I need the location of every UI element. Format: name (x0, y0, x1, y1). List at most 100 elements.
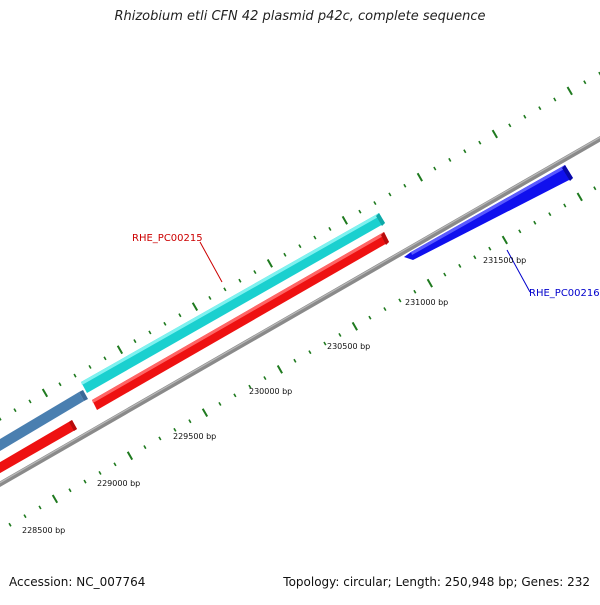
outer-tick (463, 149, 467, 154)
outer-tick (58, 382, 62, 387)
outer-tick (508, 123, 512, 128)
scale-label-231000: 231000 bp (405, 298, 448, 307)
inner-tick (83, 479, 87, 484)
outer-tick (388, 192, 392, 197)
outer-tick (553, 97, 557, 102)
inner-tick (443, 272, 447, 277)
outer-tick (73, 373, 77, 378)
outer-tick (373, 201, 377, 206)
inner-tick (276, 365, 283, 374)
outer-tick (238, 278, 242, 283)
inner-tick (38, 505, 42, 510)
topology-summary: Topology: circular; Length: 250,948 bp; … (283, 575, 590, 589)
feature-steelblue[interactable] (0, 390, 88, 451)
inner-tick (218, 401, 222, 406)
inner-tick (248, 384, 252, 389)
scale-label-228500: 228500 bp (22, 526, 65, 535)
outer-tick-row (0, 71, 600, 421)
inner-tick (383, 307, 387, 312)
outer-tick (328, 226, 332, 231)
inner-tick (113, 462, 117, 467)
inner-tick-row (8, 186, 597, 527)
outer-tick (448, 157, 452, 162)
inner-tick (338, 332, 342, 337)
inner-tick (126, 451, 134, 461)
inner-tick (188, 419, 192, 424)
outer-tick (191, 302, 199, 311)
outer-tick (266, 259, 273, 268)
inner-tick (518, 229, 522, 234)
inner-tick (23, 514, 27, 519)
gene-label-rhe-pc00215[interactable]: RHE_PC00215 (132, 233, 203, 244)
feature-red-rhe-pc00215[interactable] (92, 232, 389, 410)
outer-tick (178, 313, 182, 318)
inner-tick (173, 427, 177, 432)
outer-tick (313, 235, 317, 240)
feature-blue-rhe-pc00216[interactable] (404, 165, 573, 260)
inner-tick (323, 341, 327, 346)
outer-tick (0, 417, 2, 421)
outer-tick (208, 295, 212, 300)
outer-tick (148, 330, 152, 335)
inner-tick (426, 278, 433, 288)
inner-tick (8, 522, 12, 527)
feature-red-left[interactable] (0, 420, 77, 476)
outer-tick (566, 86, 573, 96)
inner-tick (413, 289, 417, 294)
outer-tick (116, 345, 124, 355)
backbone-line (0, 135, 600, 488)
outer-tick (341, 215, 348, 225)
outer-tick (433, 166, 437, 171)
outer-tick (103, 356, 107, 361)
inner-tick (398, 298, 402, 303)
outer-tick (583, 80, 587, 85)
outer-tick (403, 183, 407, 188)
accession-label: Accession: NC_007764 (9, 575, 146, 589)
inner-tick (458, 263, 462, 268)
outer-tick (13, 408, 17, 413)
outer-tick (283, 252, 287, 257)
inner-tick (51, 494, 59, 504)
inner-tick (593, 186, 597, 191)
outer-tick (88, 364, 92, 369)
outer-tick (163, 321, 167, 326)
inner-tick (473, 255, 477, 260)
outer-tick (133, 339, 137, 344)
scale-label-231500: 231500 bp (483, 256, 526, 265)
gene-label-rhe-pc00216[interactable]: RHE_PC00216 (529, 288, 600, 299)
inner-tick (308, 350, 312, 355)
inner-tick (501, 235, 508, 245)
outer-tick (358, 209, 362, 214)
scale-label-229000: 229000 bp (97, 479, 140, 488)
outer-tick (538, 106, 542, 111)
inner-tick (533, 220, 537, 225)
map-title: Rhizobium etli CFN 42 plasmid p42c, comp… (114, 9, 486, 24)
inner-tick (548, 212, 552, 217)
inner-tick (263, 376, 267, 381)
inner-tick (351, 321, 358, 331)
feature-cyan[interactable] (81, 213, 385, 393)
outer-tick (523, 114, 527, 119)
outer-tick (478, 140, 482, 145)
inner-tick (368, 315, 372, 320)
inner-tick (293, 358, 297, 363)
leader-line-rhe-pc00215 (199, 241, 223, 283)
inner-tick (233, 393, 237, 398)
inner-tick (158, 436, 162, 441)
inner-tick (488, 246, 492, 251)
outer-tick (298, 244, 302, 249)
backbone-highlight (0, 136, 600, 484)
scale-label-230000: 230000 bp (249, 387, 292, 396)
inner-tick (143, 445, 147, 450)
scale-label-229500: 229500 bp (173, 432, 216, 441)
outer-tick (491, 129, 498, 139)
outer-tick (253, 270, 257, 275)
outer-tick (28, 399, 32, 404)
outer-tick (416, 172, 423, 182)
scale-label-230500: 230500 bp (327, 342, 370, 351)
inner-tick (98, 470, 102, 475)
inner-tick (563, 203, 567, 208)
inner-tick (68, 488, 72, 493)
